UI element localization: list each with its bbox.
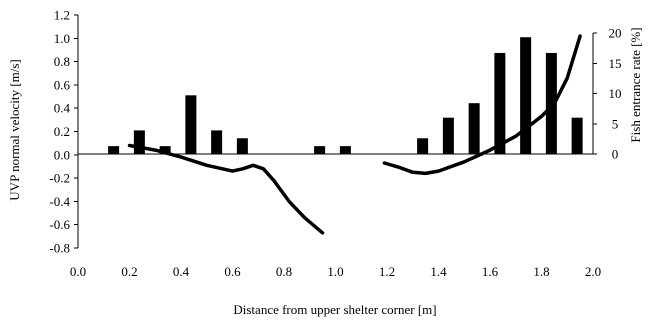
velocity-line-segment [382,34,582,176]
x-tick-label: 0.6 [224,264,241,279]
left-y-axis-title: UVP normal velocity [m/s] [7,59,22,200]
left-y-tick-label: 0.8 [54,54,70,69]
left-y-tick-label: 0.2 [54,124,70,139]
bar [417,138,429,154]
right-y-tick-label: 5 [612,116,619,131]
left-y-tick-label: -0.2 [49,171,70,186]
velocity-line-series [127,34,582,235]
bar [571,117,583,154]
left-y-tick-label: 0.0 [54,147,70,162]
bar [133,130,145,154]
bar [159,146,171,154]
left-y-tick-label: -0.8 [49,241,70,256]
x-tick-label: 0.2 [121,264,137,279]
left-y-tick-label: 1.2 [54,8,70,23]
right-y-tick-label: 0 [612,147,619,162]
bar [314,146,326,154]
bar [468,103,480,154]
left-y-tick-label: -0.4 [49,194,70,209]
bar [520,37,532,154]
bar [339,146,351,154]
x-tick-label: 0.8 [276,264,292,279]
x-tick-label: 2.0 [585,264,601,279]
right-y-ticks: 0 5 10 15 20 [593,26,622,162]
x-tick-label: 0.4 [173,264,190,279]
x-axis-title: Distance from upper shelter corner [m] [233,302,436,317]
x-tick-label: 1.0 [327,264,343,279]
x-tick-label: 1.2 [379,264,395,279]
velocity-line-segment [127,143,325,235]
x-tick-labels: 0.0 0.2 0.4 0.6 0.8 1.0 1.2 1.4 1.6 1.8 2.0 [70,264,601,279]
right-y-tick-label: 15 [609,56,622,71]
bar [236,138,248,154]
left-y-ticks: -0.8 -0.6 -0.4 -0.2 0.0 0.2 0.4 0.6 0.8 1.0 1.2 [49,8,78,256]
x-tick-label: 1.6 [482,264,499,279]
left-y-tick-label: 0.4 [54,101,71,116]
right-y-tick-label: 20 [609,26,622,41]
right-y-tick-label: 10 [609,86,622,101]
bar-series [108,37,583,155]
bar [545,52,557,155]
right-y-axis-title: Fish entrance rate [%] [628,27,643,142]
bar [442,117,454,154]
bar [494,52,506,155]
bar [211,130,223,154]
bar [185,95,197,154]
x-tick-label: 1.8 [533,264,549,279]
x-tick-label: 0.0 [70,264,86,279]
left-y-tick-label: 0.6 [54,77,71,92]
x-tick-label: 1.4 [430,264,447,279]
left-y-tick-label: -0.6 [49,217,70,232]
bar [108,146,120,154]
left-y-tick-label: 1.0 [54,31,70,46]
